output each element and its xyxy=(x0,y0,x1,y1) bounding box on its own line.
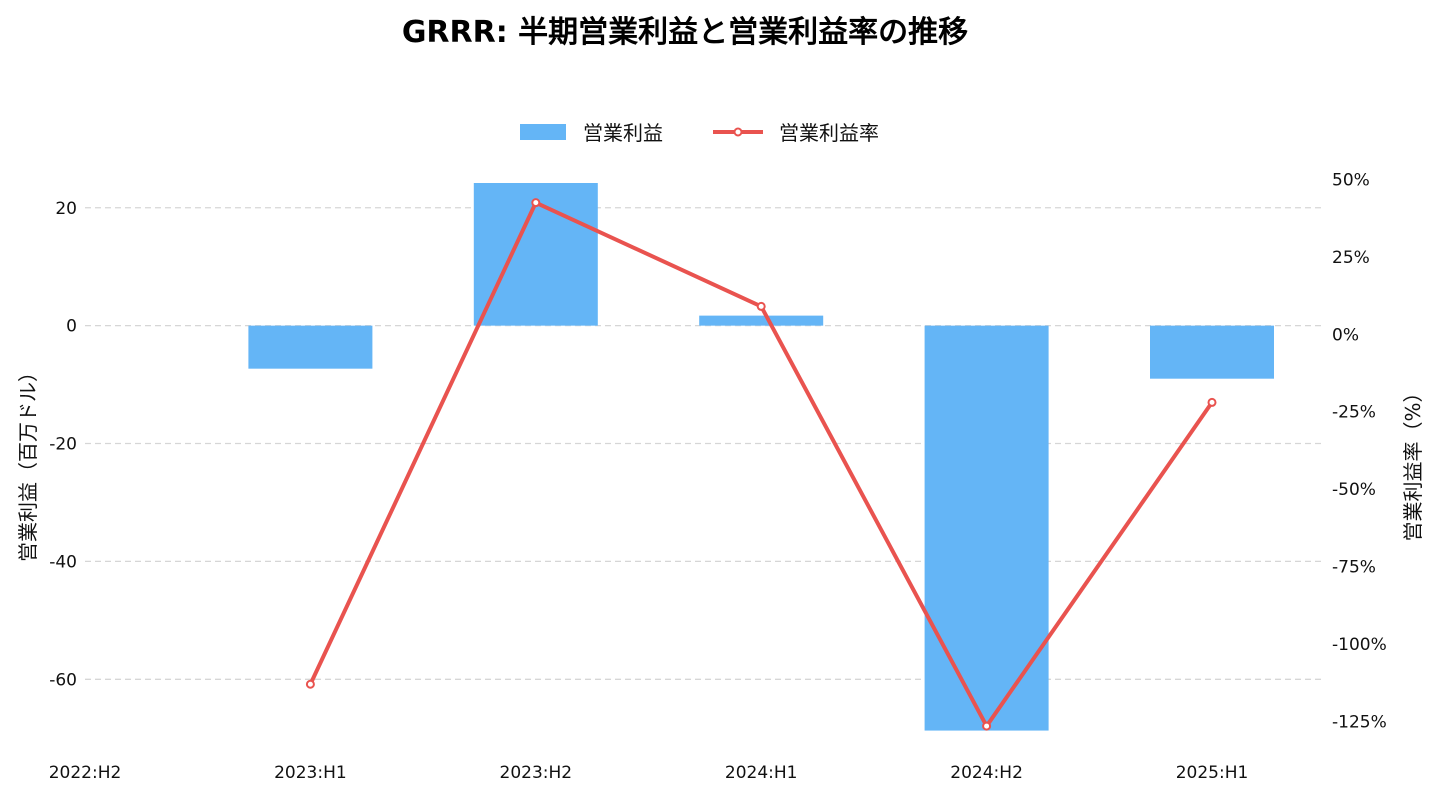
x-tick-label: 2024:H2 xyxy=(950,763,1023,783)
margin-point-2023:H2 xyxy=(531,198,541,208)
y-axis-left-label: 営業利益（百万ドル） xyxy=(16,362,40,562)
bar-2023:H1 xyxy=(248,325,373,369)
y-right-tick-label: 0% xyxy=(1332,325,1359,345)
margin-point-2024:H2 xyxy=(982,721,992,731)
bar-2025:H1 xyxy=(1150,325,1274,379)
y-left-tick-label: 20 xyxy=(55,199,77,219)
y-left-tick-label: 0 xyxy=(66,317,77,337)
bar-2024:H2 xyxy=(924,325,1049,731)
y-right-tick-label: 25% xyxy=(1332,248,1370,268)
y-right-tick-label: -100% xyxy=(1332,635,1387,655)
margin-point-2023:H1 xyxy=(305,679,315,689)
margin-point-2024:H1 xyxy=(756,301,766,311)
y-right-tick-label: -125% xyxy=(1332,712,1387,732)
y-left-tick-label: -40 xyxy=(49,552,77,572)
legend-bar-swatch xyxy=(520,124,566,140)
margin-point-2025:H1 xyxy=(1207,397,1217,407)
y-right-tick-label: 50% xyxy=(1332,170,1370,190)
x-tick-label: 2022:H2 xyxy=(49,763,122,783)
x-tick-label: 2023:H2 xyxy=(500,763,573,783)
y-left-tick-label: -60 xyxy=(49,670,77,690)
y-left-tick-label: -20 xyxy=(49,435,77,455)
legend: 営業利益 営業利益率 xyxy=(520,121,879,145)
left-axis-ticks: 20 0 -20 -40 -60 xyxy=(49,199,77,691)
x-tick-label: 2023:H1 xyxy=(274,763,347,783)
legend-bar-label: 営業利益 xyxy=(583,121,663,145)
x-tick-label: 2025:H1 xyxy=(1176,763,1249,783)
chart-title: GRRR: 半期営業利益と営業利益率の推移 xyxy=(402,15,968,50)
margin-line-path xyxy=(308,200,1214,729)
x-axis-ticks: 2022:H2 2023:H1 2023:H2 2024:H1 2024:H2 2025:… xyxy=(49,763,1249,783)
bar-2024:H1 xyxy=(699,315,824,326)
legend-line-marker xyxy=(733,127,743,137)
x-tick-label: 2024:H1 xyxy=(725,763,798,783)
legend-line-label: 営業利益率 xyxy=(779,121,879,145)
y-right-tick-label: -50% xyxy=(1332,480,1376,500)
y-axis-right-label: 営業利益率（%） xyxy=(1401,382,1425,541)
y-right-tick-label: -75% xyxy=(1332,558,1376,578)
margin-line xyxy=(305,198,1217,731)
bars xyxy=(248,183,1274,731)
right-axis-ticks: 50% 25% 0% -25% -50% -75% -100% -125% xyxy=(1332,170,1387,732)
y-right-tick-label: -25% xyxy=(1332,403,1376,423)
